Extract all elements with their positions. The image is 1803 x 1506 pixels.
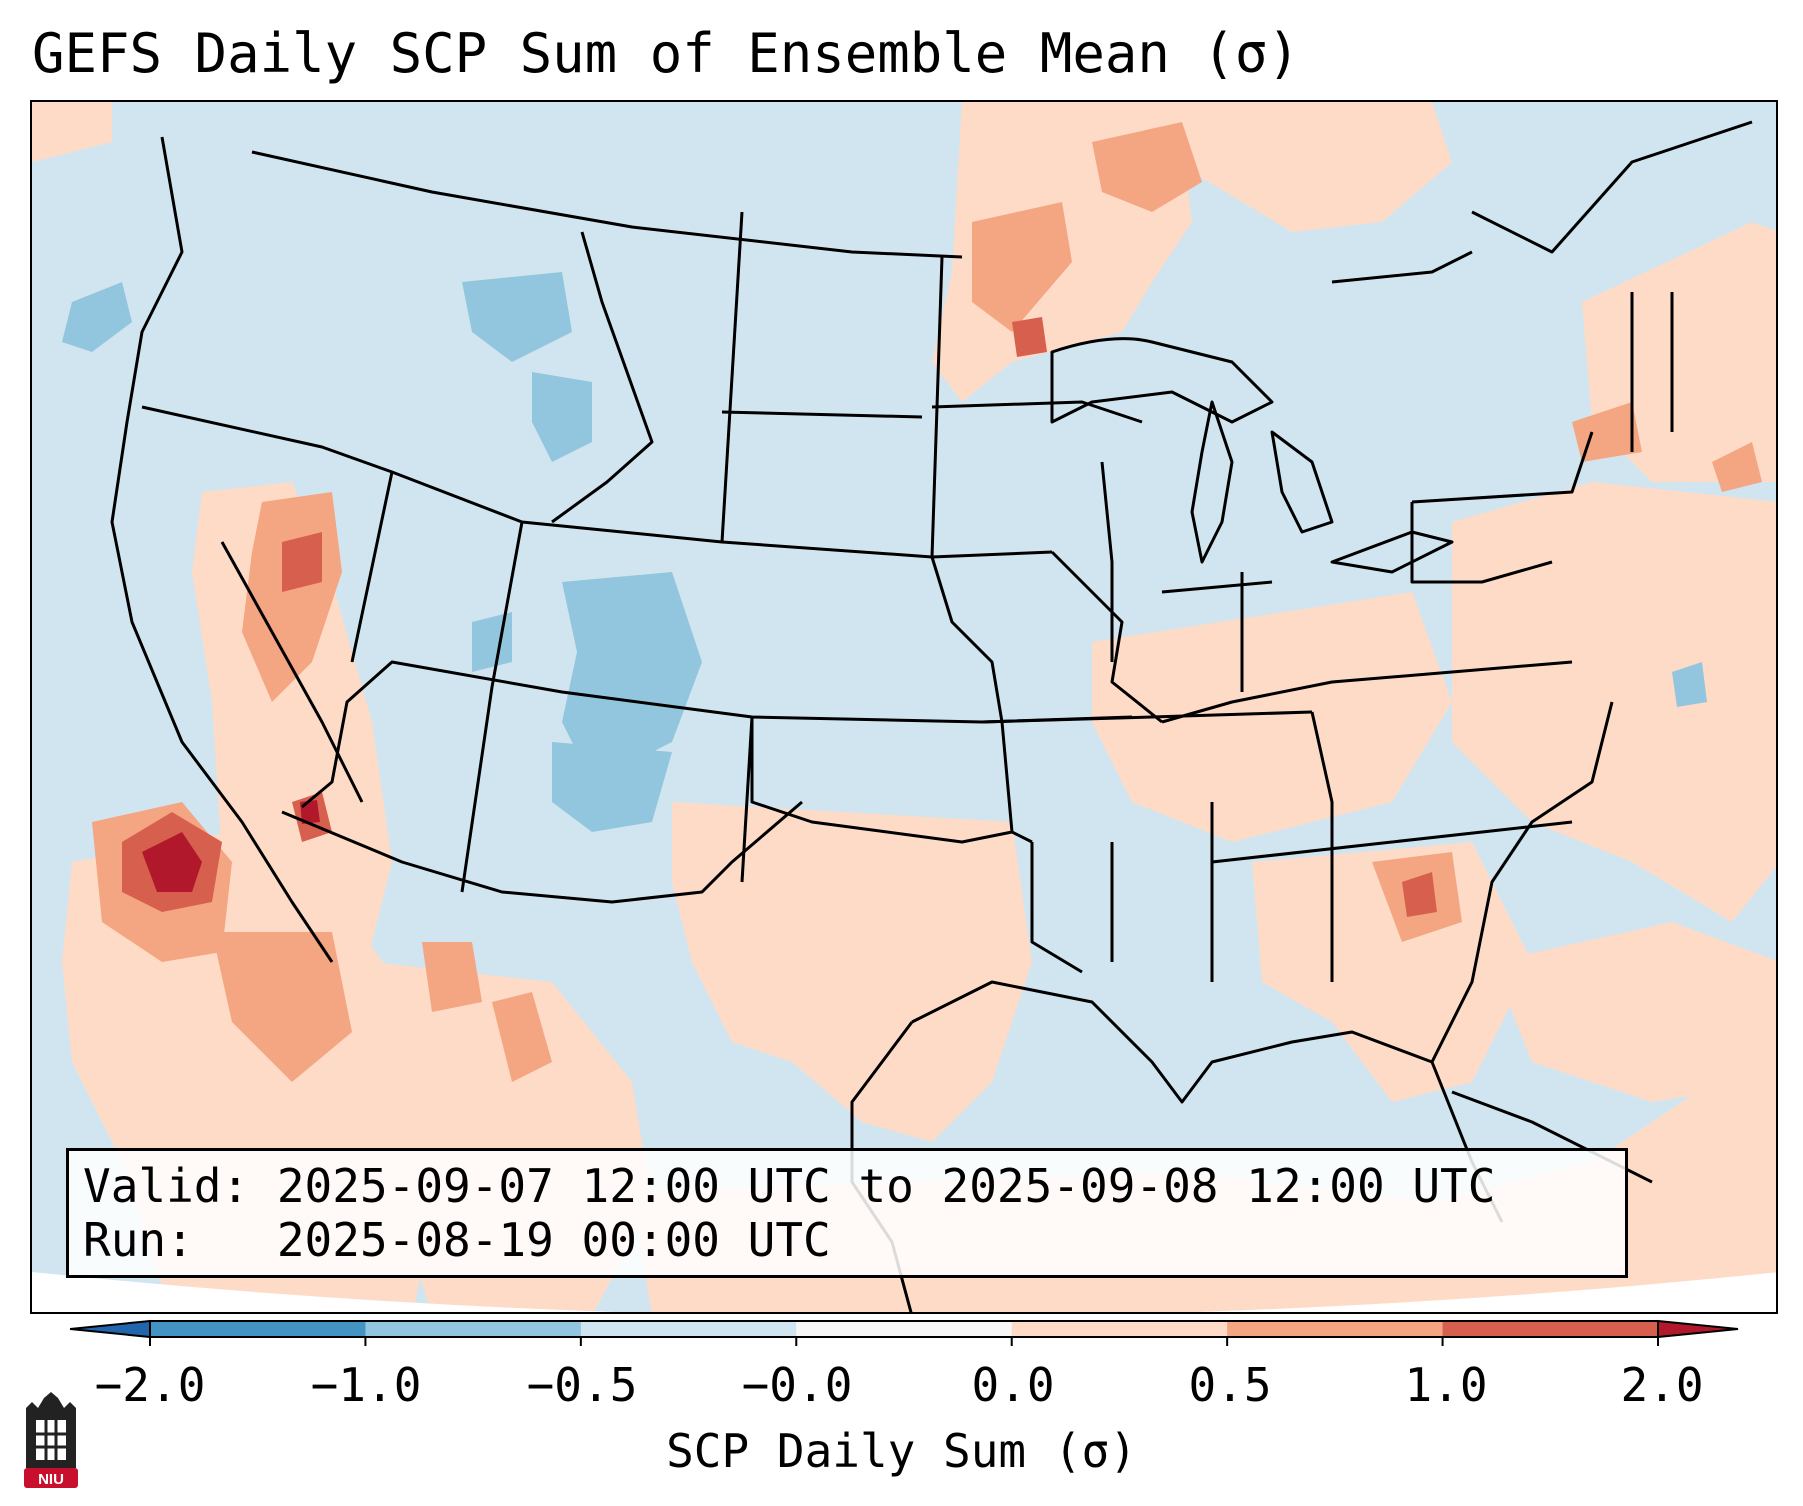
colorbar-segment bbox=[1442, 1321, 1659, 1337]
logo-text: NIU bbox=[38, 1471, 64, 1488]
niu-logo: NIU bbox=[24, 1392, 78, 1488]
colorbar-segments bbox=[70, 1319, 1739, 1346]
colorbar-segment bbox=[1227, 1321, 1444, 1337]
colorbar-outline bbox=[149, 1320, 1659, 1338]
valid-run-infobox: Valid: 2025-09-07 12:00 UTC to 2025-09-0… bbox=[66, 1148, 1628, 1278]
chart-title: GEFS Daily SCP Sum of Ensemble Mean (σ) bbox=[32, 22, 1300, 85]
tick-label: 0.5 bbox=[1188, 1358, 1272, 1412]
tick-label: −1.0 bbox=[310, 1358, 422, 1412]
tick-label: 0.0 bbox=[971, 1358, 1055, 1412]
map-panel bbox=[30, 100, 1778, 1314]
colorbar-segment bbox=[150, 1321, 366, 1337]
tick-label: −0.5 bbox=[526, 1358, 638, 1412]
state-borders bbox=[110, 136, 1674, 982]
tick-label: −2.0 bbox=[94, 1358, 206, 1412]
map-canvas bbox=[32, 102, 1776, 1312]
projection-edge bbox=[32, 1272, 1776, 1312]
colorbar-label: SCP Daily Sum (σ) bbox=[666, 1424, 1137, 1478]
colorbar-tick-labels: −2.0 −1.0 −0.5 −0.0 0.0 0.5 1.0 2.0 bbox=[0, 1358, 1803, 1418]
colorbar-segment bbox=[365, 1321, 582, 1337]
negative-anomaly-areas bbox=[62, 272, 1707, 832]
colorbar-extend-low bbox=[70, 1319, 151, 1339]
positive-anomaly-areas bbox=[32, 102, 1776, 1312]
colorbar bbox=[70, 1319, 1739, 1346]
colorbar-segment bbox=[1011, 1321, 1228, 1337]
extreme-positive-areas bbox=[142, 800, 320, 892]
run-time-text: Run: 2025-08-19 00:00 UTC bbox=[83, 1213, 831, 1267]
tick-label: 1.0 bbox=[1404, 1358, 1488, 1412]
tick-label: −0.0 bbox=[741, 1358, 853, 1412]
colorbar-extend-high bbox=[1657, 1319, 1739, 1339]
colorbar-segment bbox=[796, 1321, 1013, 1337]
colorbar-segment bbox=[580, 1321, 797, 1337]
valid-time-text: Valid: 2025-09-07 12:00 UTC to 2025-09-0… bbox=[83, 1159, 1496, 1213]
tick-label: 2.0 bbox=[1620, 1358, 1704, 1412]
